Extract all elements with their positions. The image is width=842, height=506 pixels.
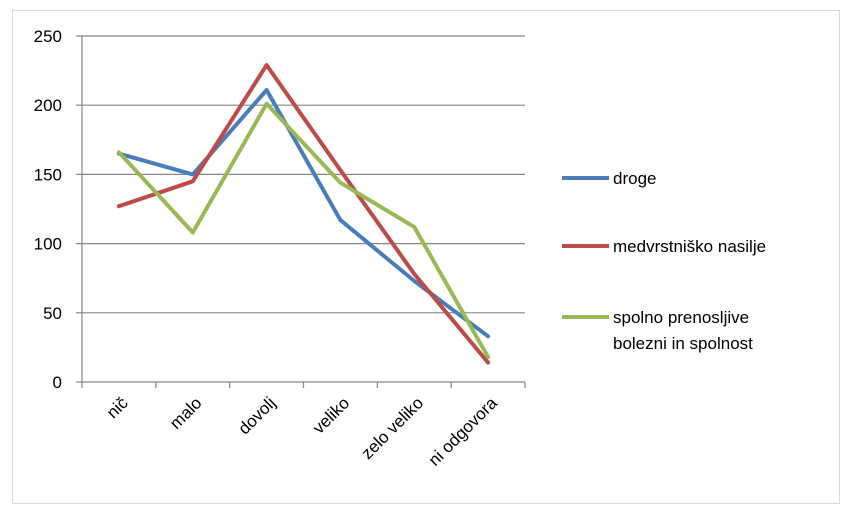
legend-label-1: medvrstniško nasilje (613, 237, 766, 256)
x-tick-label: malo (166, 393, 205, 432)
y-tick-label: 150 (34, 165, 62, 184)
x-tick-label: ni odgovora (425, 393, 502, 470)
gridlines (82, 35, 525, 314)
x-tick-label: zelo veliko (358, 393, 428, 463)
y-tick-label: 200 (34, 96, 62, 115)
legend-label-2: spolno prenosljive bolezni in spolnost (613, 308, 753, 353)
y-axis-tick-labels: 0 50 100 150 200 250 (34, 27, 62, 392)
chart-frame (12, 10, 840, 504)
x-tick-label: nič (103, 393, 132, 422)
y-tick-label: 250 (34, 27, 62, 46)
y-tick-label: 100 (34, 235, 62, 254)
legend-label-0: droge (613, 169, 656, 188)
y-tick-label: 0 (53, 373, 62, 392)
axes (76, 35, 526, 388)
series-lines (116, 63, 491, 365)
x-tick-label: veliko (309, 393, 353, 437)
series-line-1 (116, 63, 491, 365)
legend: droge medvrstniško nasilje spolno prenoslj… (562, 169, 766, 353)
y-tick-label: 50 (43, 304, 62, 323)
x-tick-label: dovolj (235, 393, 280, 438)
series-line-2 (116, 101, 491, 360)
